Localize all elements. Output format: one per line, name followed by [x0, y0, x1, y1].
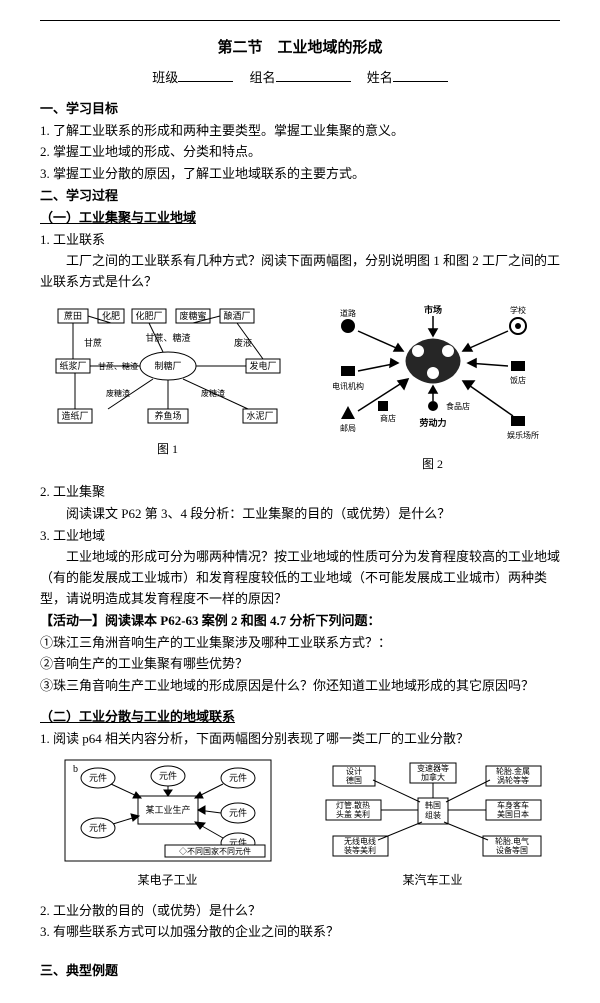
svg-text:韩国: 韩国 [425, 800, 441, 810]
p2-heading: 2. 工业集聚 [40, 482, 560, 503]
svg-text:蔗田: 蔗田 [63, 310, 81, 321]
svg-text:化肥: 化肥 [101, 310, 119, 321]
top-rule [40, 20, 560, 21]
svg-text:设备等国: 设备等国 [496, 845, 528, 855]
figure-1: 制糖厂 蔗田 化肥 化肥厂 废糖蜜 酿酒厂 甘蔗 甘蔗、糖渣 废液 纸浆厂 甘蔗… [40, 301, 295, 459]
goal-2: 2. 掌握工业地域的形成、分类和特点。 [40, 142, 560, 163]
svg-text:纸浆厂: 纸浆厂 [59, 360, 86, 371]
svg-text:水泥厂: 水泥厂 [246, 410, 273, 421]
page-title: 第二节 工业地域的形成 [40, 36, 560, 60]
svg-text:劳动力: 劳动力 [419, 417, 446, 428]
p3-question: 工业地域的形成可分为哪两种情况？按工业地域的性质可分为发育程度较高的工业地域（有… [40, 547, 560, 609]
svg-text:元件: 元件 [88, 822, 106, 833]
figure-3-svg: b 某工业生产 元件 元件 元件 元件 元件 元件 [63, 758, 273, 863]
svg-text:◇不同国家不同元件: ◇不同国家不同元件 [179, 846, 251, 856]
figure-2-svg: 市场 劳动力 道路 电讯机构 邮局 学校 饭店 食品店 娱乐场所 商店 [318, 301, 548, 446]
svg-text:b: b [73, 764, 78, 775]
p1-question: 工厂之间的工业联系有几种方式？阅读下面两幅图，分别说明图 1 和图 2 工厂之间… [40, 251, 560, 293]
svg-text:元件: 元件 [158, 770, 176, 781]
section-3-heading: 三、典型例题 [40, 961, 560, 982]
svg-text:娱乐场所: 娱乐场所 [507, 430, 539, 440]
activity-q3: ③珠三角音响生产工业地域的形成原因是什么？你还知道工业地域形成的其它原因吗？ [40, 676, 560, 697]
svg-text:元件: 元件 [88, 772, 106, 783]
svg-text:加拿大: 加拿大 [421, 772, 445, 782]
figure-4: 韩国组装 设计德国 变速器等加拿大 轮胎.金属涡轮等等 灯管.散热头盖 美利 车… [305, 758, 560, 891]
svg-text:学校: 学校 [510, 305, 526, 315]
goal-3: 3. 掌握工业分散的原因，了解工业地域联系的主要方式。 [40, 164, 560, 185]
svg-text:发电厂: 发电厂 [249, 360, 276, 371]
subsection-2-2: （二）工业分散与工业的地域联系 [40, 707, 560, 728]
figure-3-caption: 某电子工业 [40, 871, 295, 890]
figure-3: b 某工业生产 元件 元件 元件 元件 元件 元件 [40, 758, 295, 891]
subsection-2-1: （一）工业集聚与工业地域 [40, 208, 560, 229]
group-blank [276, 68, 351, 82]
q2-3: 3. 有哪些联系方式可以加强分散的企业之间的联系？ [40, 922, 560, 943]
svg-text:德国: 德国 [346, 775, 362, 785]
svg-text:商店: 商店 [380, 413, 396, 423]
figure-1-svg: 制糖厂 蔗田 化肥 化肥厂 废糖蜜 酿酒厂 甘蔗 甘蔗、糖渣 废液 纸浆厂 甘蔗… [48, 301, 288, 431]
p3-heading: 3. 工业地域 [40, 526, 560, 547]
svg-text:无线电线: 无线电线 [344, 836, 376, 846]
figure-2: 市场 劳动力 道路 电讯机构 邮局 学校 饭店 食品店 娱乐场所 商店 [305, 301, 560, 474]
svg-text:市场: 市场 [423, 304, 441, 315]
svg-text:头盖 美利: 头盖 美利 [336, 809, 370, 819]
svg-text:食品店: 食品店 [446, 401, 470, 411]
svg-text:邮局: 邮局 [340, 423, 356, 433]
diagram-row-1: 制糖厂 蔗田 化肥 化肥厂 废糖蜜 酿酒厂 甘蔗 甘蔗、糖渣 废液 纸浆厂 甘蔗… [40, 301, 560, 474]
svg-text:道路: 道路 [340, 308, 356, 318]
q2-2: 2. 工业分散的目的（或优势）是什么？ [40, 901, 560, 922]
group-label: 组名 [249, 70, 275, 85]
name-label: 姓名 [367, 70, 393, 85]
p2-question: 阅读课文 P62 第 3、4 段分析：工业集聚的目的（或优势）是什么？ [40, 504, 560, 525]
svg-text:造纸厂: 造纸厂 [61, 410, 88, 421]
diagram-row-2: b 某工业生产 元件 元件 元件 元件 元件 元件 [40, 758, 560, 891]
svg-text:饭店: 饭店 [510, 375, 526, 385]
activity-heading: 【活动一】阅读课本 P62-63 案例 2 和图 4.7 分析下列问题： [40, 611, 560, 632]
svg-text:轮胎.金属: 轮胎.金属 [496, 766, 530, 776]
q2-1: 1. 阅读 p64 相关内容分析，下面两幅图分别表现了哪一类工厂的工业分散？ [40, 729, 560, 750]
svg-text:变速器等: 变速器等 [417, 763, 449, 773]
info-line: 班级 组名 姓名 [40, 68, 560, 89]
svg-text:组装: 组装 [425, 810, 441, 820]
svg-text:废糖蜜: 废糖蜜 [179, 310, 206, 321]
activity-q1: ①珠江三角洲音响生产的工业集聚涉及哪种工业联系方式？： [40, 633, 560, 654]
section-2-heading: 二、学习过程 [40, 186, 560, 207]
figure-4-svg: 韩国组装 设计德国 变速器等加拿大 轮胎.金属涡轮等等 灯管.散热头盖 美利 车… [318, 758, 548, 863]
name-blank [393, 68, 448, 82]
svg-text:化肥厂: 化肥厂 [135, 310, 162, 321]
class-blank [178, 68, 233, 82]
svg-text:元件: 元件 [228, 807, 246, 818]
svg-text:废液: 废液 [233, 337, 251, 348]
svg-text:元件: 元件 [228, 772, 246, 783]
svg-text:养鱼场: 养鱼场 [154, 410, 181, 421]
svg-text:设计: 设计 [346, 766, 362, 776]
svg-text:制糖厂: 制糖厂 [154, 360, 181, 371]
p1-heading: 1. 工业联系 [40, 230, 560, 251]
svg-text:涡轮等等: 涡轮等等 [497, 775, 529, 785]
svg-text:某工业生产: 某工业生产 [145, 804, 190, 815]
figure-4-caption: 某汽车工业 [305, 871, 560, 890]
section-1-heading: 一、学习目标 [40, 99, 560, 120]
svg-text:美国日本: 美国日本 [497, 809, 529, 819]
svg-text:甘蔗、糖渣: 甘蔗、糖渣 [145, 332, 190, 343]
svg-text:灯管.散热: 灯管.散热 [336, 800, 370, 810]
figure-2-caption: 图 2 [305, 455, 560, 474]
class-label: 班级 [152, 70, 178, 85]
svg-text:车身客车: 车身客车 [497, 800, 529, 810]
svg-text:装等美利: 装等美利 [344, 845, 376, 855]
activity-q2: ②音响生产的工业集聚有哪些优势？ [40, 654, 560, 675]
svg-text:甘蔗: 甘蔗 [83, 337, 101, 348]
goal-1: 1. 了解工业联系的形成和两种主要类型。掌握工业集聚的意义。 [40, 121, 560, 142]
svg-text:电讯机构: 电讯机构 [332, 381, 364, 391]
svg-text:酿酒厂: 酿酒厂 [223, 310, 250, 321]
svg-text:轮胎.电气: 轮胎.电气 [495, 836, 529, 846]
figure-1-caption: 图 1 [40, 440, 295, 459]
